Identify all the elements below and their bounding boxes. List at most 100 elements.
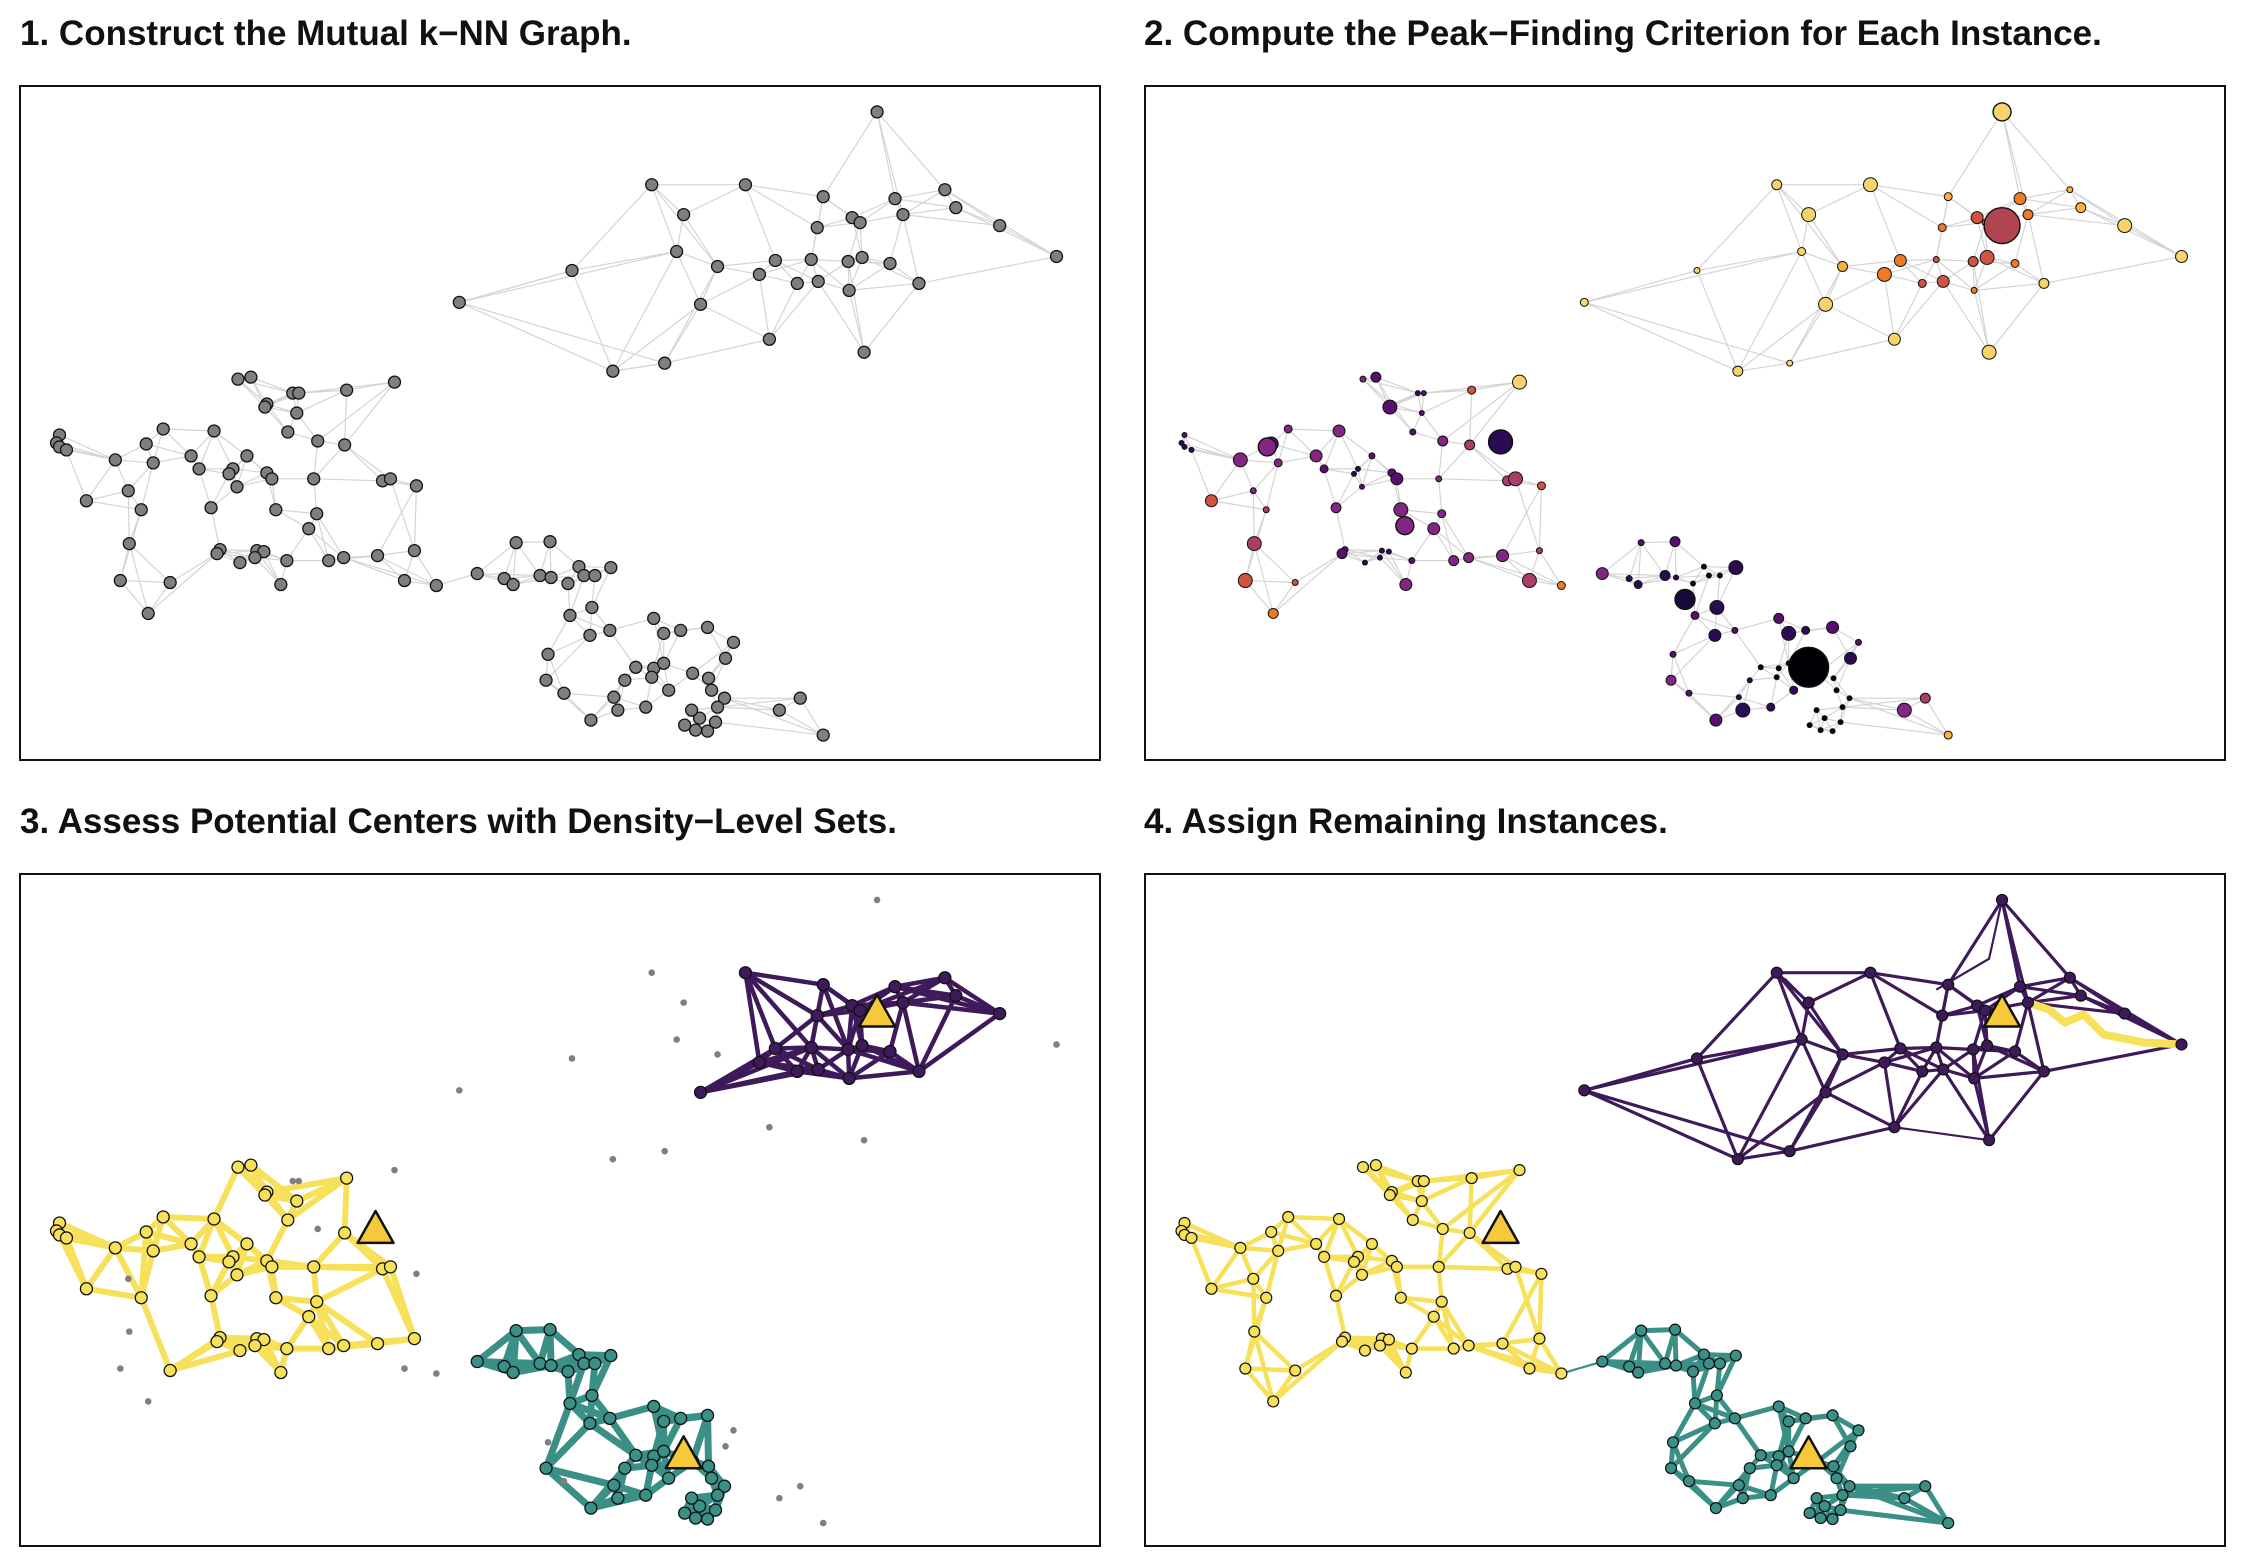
center-marker	[1481, 1209, 1520, 1245]
core-node	[692, 1499, 707, 1513]
assigned-node	[1356, 1161, 1370, 1174]
graph-edge	[308, 528, 345, 559]
criterion-node	[1370, 371, 1382, 383]
core-node	[470, 1354, 484, 1369]
core-node	[993, 1006, 1007, 1021]
graph-edge	[1421, 393, 1425, 414]
graph-node	[912, 276, 926, 291]
criterion-node	[1390, 472, 1404, 486]
assigned-node	[1405, 1342, 1418, 1355]
assignment-edge	[1824, 1054, 1990, 1142]
graph-edge	[1840, 721, 1949, 736]
core-node	[883, 1044, 897, 1059]
noise-node	[401, 1365, 408, 1372]
noise-node	[776, 1494, 783, 1502]
noise-node	[661, 1147, 668, 1155]
criterion-node	[1700, 563, 1707, 570]
criterion-node	[1821, 715, 1828, 722]
criterion-node	[1757, 664, 1764, 671]
criterion-node	[1746, 677, 1753, 684]
graph-edge	[1776, 184, 1803, 252]
graph-node	[141, 606, 155, 621]
assigned-node	[1664, 1462, 1678, 1475]
assigned-node	[1239, 1362, 1252, 1375]
graph-edge	[1672, 615, 1696, 655]
assigned-node	[1265, 1225, 1278, 1239]
core-node	[146, 1244, 160, 1258]
noise-node	[873, 896, 881, 904]
cluster-edge	[1189, 1235, 1214, 1292]
node-layer	[49, 896, 1060, 1527]
graph-edge	[2080, 207, 2182, 258]
graph-node	[726, 635, 741, 649]
graph-node	[710, 700, 725, 714]
graph-edge	[700, 273, 760, 305]
assigned-node	[1864, 966, 1877, 979]
assigned-node	[1623, 1360, 1636, 1373]
criterion-node	[1846, 695, 1853, 702]
graph-edge	[213, 430, 248, 457]
graph-edge	[1253, 543, 1274, 614]
graph-node	[604, 560, 618, 575]
graph-edge	[66, 449, 116, 461]
graph-edge	[717, 697, 801, 708]
graph-node	[156, 422, 170, 436]
criterion-node	[1735, 694, 1742, 701]
graph-edge	[1338, 430, 1373, 457]
criterion-node	[1732, 365, 1744, 377]
graph-edge	[1778, 618, 1790, 664]
cluster-edge	[1815, 1427, 1861, 1464]
graph-edge	[609, 630, 637, 668]
graph-edge	[1696, 250, 1802, 272]
graph-node	[307, 472, 321, 486]
criterion-node	[1204, 494, 1218, 508]
core-node	[322, 1341, 336, 1356]
graph-node	[603, 623, 617, 638]
graph-edge	[1252, 490, 1255, 544]
cluster-edge	[1638, 1328, 1668, 1367]
core-node	[258, 1188, 272, 1202]
assigned-node	[1686, 1365, 1700, 1378]
cluster-edge	[1941, 1067, 1991, 1142]
core-node	[738, 966, 753, 980]
graph-edge	[902, 214, 1000, 227]
assigned-node	[1799, 1412, 1812, 1425]
assigned-node	[1770, 1459, 1783, 1472]
graph-edge	[343, 557, 437, 587]
graph-edge	[1335, 473, 1355, 509]
criterion-node	[2117, 218, 2133, 234]
criterion-node	[1943, 192, 1953, 202]
graph-edge	[1842, 706, 1905, 711]
criterion-node	[2075, 202, 2087, 214]
graph-node	[793, 691, 807, 705]
graph-node	[738, 178, 753, 192]
assigned-node	[1878, 1056, 1891, 1069]
graph-edge	[1825, 273, 1885, 305]
assignment-plot	[1175, 893, 2188, 1530]
assignment-edge	[1243, 1367, 1275, 1403]
cluster-edge	[1946, 898, 2004, 987]
noise-node	[673, 1036, 680, 1043]
cluster-edge	[1838, 1507, 1951, 1526]
graph-node	[584, 713, 598, 727]
cluster-edge	[1786, 1415, 1809, 1454]
assigned-node	[1415, 1194, 1428, 1208]
assigned-node	[1596, 1355, 1609, 1368]
criterion-node	[1188, 446, 1195, 453]
graph-node	[233, 555, 247, 570]
cluster-edge	[1467, 1230, 1518, 1270]
graph-edge	[612, 303, 701, 372]
graph-node	[265, 472, 279, 486]
cluster-edge	[1466, 1343, 1564, 1376]
graph-node	[310, 507, 324, 521]
graph-node	[816, 190, 830, 204]
cluster-edge	[1800, 1001, 1811, 1042]
assigned-node	[1702, 1357, 1716, 1370]
criterion-node	[1844, 651, 1857, 665]
graph-edge	[316, 513, 345, 558]
core-node	[59, 1231, 74, 1245]
peak-node	[1487, 429, 1514, 455]
graph-node	[338, 438, 352, 452]
cluster-edge	[1537, 1271, 1544, 1341]
criterion-node	[1420, 390, 1427, 397]
